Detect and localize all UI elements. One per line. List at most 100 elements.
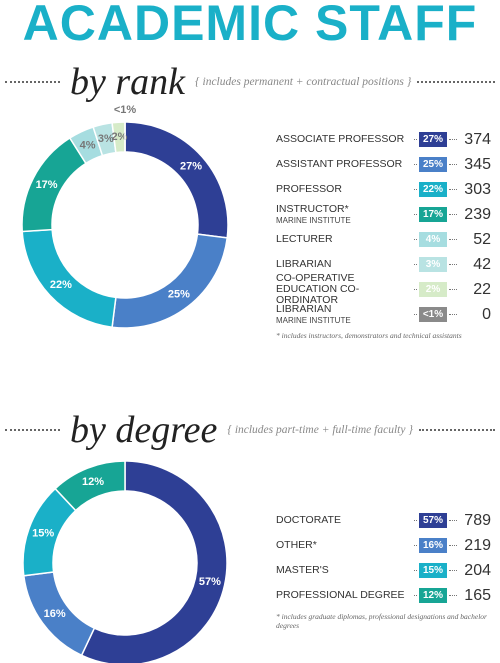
dotted-leader	[449, 214, 457, 215]
segment-label: <1%	[114, 104, 137, 116]
category-label: LIBRARIAN	[276, 259, 412, 270]
dotted-leader	[449, 595, 457, 596]
percent-badge: 12%	[419, 588, 447, 603]
legend-row: LECTURER 4% 52	[276, 227, 491, 252]
count-label: 42	[473, 255, 491, 273]
count-label: 789	[464, 511, 491, 529]
dotted-rule	[5, 429, 60, 431]
category-name: LECTURER	[276, 233, 333, 245]
segment-label: 12%	[82, 476, 104, 488]
count-label: 52	[473, 230, 491, 248]
percent-badge: 27%	[419, 132, 447, 147]
percent-badge: 3%	[419, 257, 447, 272]
category-name: INSTRUCTOR*	[276, 202, 349, 215]
section-subtitle: by rank	[70, 61, 186, 103]
category-label: PROFESSIONAL DEGREE	[276, 590, 412, 601]
dotted-rule	[5, 81, 60, 83]
legend-row: ASSISTANT PROFESSOR 25% 345	[276, 152, 491, 177]
dotted-leader	[449, 314, 457, 315]
segment-label: 17%	[36, 179, 58, 191]
legend-row: PROFESSIONAL DEGREE 12% 165	[276, 583, 491, 608]
legend: ASSOCIATE PROFESSOR 27% 374 ASSISTANT PROFE…	[276, 127, 491, 341]
count-label: 374	[464, 130, 491, 148]
footnote: * includes graduate diplomas, profession…	[276, 612, 487, 630]
dotted-leader	[449, 189, 457, 190]
category-label: CO-OPERATIVE EDUCATION CO-ORDINATOR	[276, 273, 412, 306]
dotted-leader	[414, 239, 417, 240]
legend-row: OTHER* 16% 219	[276, 533, 491, 558]
legend-row: LIBRARIAN MARINE INSTITUTE <1% 0	[276, 302, 491, 327]
section-header: by degree { includes part-time + full-tim…	[5, 408, 495, 452]
dotted-leader	[414, 264, 417, 265]
segment-label: 4%	[80, 139, 96, 151]
percent-badge: 25%	[419, 157, 447, 172]
segment-label: 25%	[168, 288, 190, 300]
segment-label: 27%	[180, 161, 202, 173]
category-name: LIBRARIAN	[276, 258, 332, 270]
donut-segment	[124, 121, 229, 239]
section-subtitle: by degree	[70, 409, 218, 451]
legend-row: DOCTORATE 57% 789	[276, 508, 491, 533]
category-name: LIBRARIAN	[276, 302, 332, 315]
category-name: ASSOCIATE PROFESSOR	[276, 133, 405, 145]
category-label: OTHER*	[276, 540, 412, 551]
category-name: DOCTORATE	[276, 514, 341, 526]
segment-label: 2%	[112, 131, 128, 143]
dotted-leader	[414, 545, 417, 546]
dotted-rule	[417, 81, 495, 83]
section-note: { includes permanent + contractual posit…	[195, 76, 412, 88]
category-label: PROFESSOR	[276, 184, 412, 195]
legend-row: ASSOCIATE PROFESSOR 27% 374	[276, 127, 491, 152]
dotted-leader	[414, 520, 417, 521]
category-name: OTHER*	[276, 539, 317, 551]
dotted-leader	[414, 139, 417, 140]
percent-badge: 16%	[419, 538, 447, 553]
dotted-leader	[449, 289, 457, 290]
dotted-leader	[414, 289, 417, 290]
dotted-leader	[414, 214, 417, 215]
dotted-leader	[414, 314, 417, 315]
dotted-leader	[449, 139, 457, 140]
legend-row: CO-OPERATIVE EDUCATION CO-ORDINATOR 2% 22	[276, 273, 491, 306]
dotted-leader	[449, 164, 457, 165]
dotted-leader	[449, 264, 457, 265]
category-label: ASSISTANT PROFESSOR	[276, 159, 412, 170]
legend-row: PROFESSOR 22% 303	[276, 177, 491, 202]
legend-row: LIBRARIAN 3% 42	[276, 252, 491, 277]
count-label: 345	[464, 155, 491, 173]
count-label: 219	[464, 536, 491, 554]
dotted-rule	[418, 429, 495, 431]
count-label: 239	[464, 205, 491, 223]
percent-badge: 2%	[419, 282, 447, 297]
category-name: ASSISTANT PROFESSOR	[276, 158, 403, 170]
dotted-leader	[414, 595, 417, 596]
percent-badge: 57%	[419, 513, 447, 528]
segment-label: 3%	[98, 133, 114, 145]
donut-segment	[111, 233, 229, 329]
segment-label: 16%	[44, 608, 66, 620]
count-label: 303	[464, 180, 491, 198]
count-label: 0	[482, 305, 491, 323]
category-label: LIBRARIAN MARINE INSTITUTE	[276, 302, 412, 326]
category-name: PROFESSIONAL DEGREE	[276, 589, 405, 601]
dotted-leader	[449, 570, 457, 571]
dotted-leader	[449, 520, 457, 521]
percent-badge: 22%	[419, 182, 447, 197]
legend: DOCTORATE 57% 789 OTHER* 16% 219 MASTER'S 15% 20…	[276, 508, 491, 631]
dotted-leader	[449, 239, 457, 240]
segment-label: 22%	[50, 279, 72, 291]
category-name: MASTER'S	[276, 564, 329, 576]
dotted-leader	[414, 570, 417, 571]
count-label: 165	[464, 586, 491, 604]
percent-badge: 15%	[419, 563, 447, 578]
category-name: PROFESSOR	[276, 183, 342, 195]
percent-badge: 17%	[419, 207, 447, 222]
section-header: by rank { includes permanent + contractua…	[5, 60, 495, 104]
category-label: MASTER'S	[276, 565, 412, 576]
percent-badge: 4%	[419, 232, 447, 247]
category-name: CO-OPERATIVE EDUCATION CO-ORDINATOR	[276, 272, 360, 306]
legend-row: MASTER'S 15% 204	[276, 558, 491, 583]
dotted-leader	[449, 545, 457, 546]
category-sublabel: MARINE INSTITUTE	[276, 215, 351, 225]
